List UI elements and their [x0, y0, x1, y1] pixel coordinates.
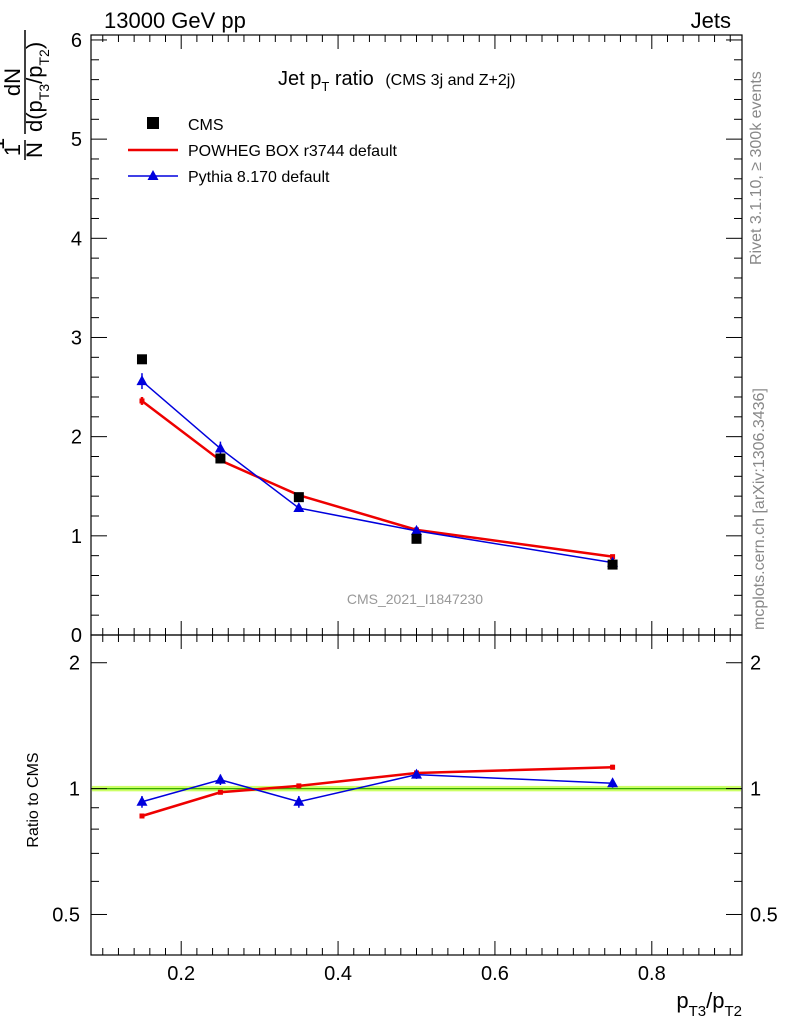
- x-axis-label: pT3/pT2: [676, 988, 742, 1020]
- ratio-powheg-point: [139, 813, 145, 819]
- main-plot: [136, 354, 619, 570]
- y-label-den: N: [22, 142, 47, 158]
- ratio-powheg-point: [217, 789, 223, 795]
- ratio-tick-label-left: 0.5: [52, 904, 80, 926]
- cms-point: [215, 453, 226, 464]
- ratio-tick-label-left: 2: [69, 653, 80, 675]
- x-tick-label: 0.8: [638, 963, 666, 985]
- x-tick-label: 0.2: [167, 963, 195, 985]
- cms-point: [411, 533, 422, 544]
- cms-point: [136, 354, 147, 365]
- ratio-powheg-point: [296, 783, 302, 789]
- ratio-pythia-point: [607, 777, 619, 788]
- ratio-pythia-point: [136, 795, 148, 806]
- y-tick-label: 5: [71, 129, 82, 151]
- ratio-tick-label-right: 2: [750, 653, 761, 675]
- axes: 0.2 0.4 0.6 0.8 0 1 2 3 4 5 6 0.5 0.5 1 1 2 2: [52, 30, 778, 985]
- title-sub: T: [321, 79, 329, 94]
- title-rest: ratio: [329, 68, 373, 90]
- pythia-point: [214, 442, 226, 453]
- legend-cms-marker: [147, 117, 159, 129]
- y-tick-label: 0: [71, 625, 82, 647]
- svg-text:1: 1: [0, 138, 9, 150]
- ratio-plot: [91, 764, 742, 819]
- powheg-line: [141, 399, 613, 558]
- x-tick-label: 0.6: [481, 963, 509, 985]
- y-label-num: 1: [0, 144, 25, 156]
- cms-point: [607, 559, 618, 570]
- ratio-tick-label-right: 0.5: [750, 904, 778, 926]
- y-axis-label: 1: [0, 138, 9, 150]
- y-label-one: 1: [0, 138, 9, 150]
- mcplots-label: mcplots.cern.ch [arXiv:1306.3436]: [751, 388, 768, 630]
- legend-pythia-label: Pythia 8.170 default: [188, 169, 330, 186]
- header-right: Jets: [691, 8, 731, 33]
- ratio-frame: [90, 634, 743, 956]
- legend-pythia-marker: [147, 170, 159, 180]
- watermark: CMS_2021_I1847230: [347, 591, 483, 607]
- ratio-tick-label-right: 1: [750, 779, 761, 801]
- ratio-y-label: Ratio to CMS: [25, 752, 42, 847]
- ratio-pythia-point: [214, 773, 226, 784]
- cms-point: [293, 492, 304, 503]
- ratio-powheg-line: [141, 765, 613, 818]
- svg-text:pT3/pT2: pT3/pT2: [676, 988, 742, 1020]
- pythia-point: [136, 375, 148, 386]
- pythia-point: [293, 502, 305, 513]
- title-paren: (CMS 3j and Z+2j): [385, 72, 515, 89]
- pythia-point: [411, 524, 422, 535]
- y-tick-label: 3: [71, 327, 82, 349]
- pythia-line: [141, 380, 613, 564]
- y-label-dn: dN: [0, 68, 25, 96]
- ratio-powheg-point: [610, 764, 616, 770]
- powheg-point: [139, 398, 145, 404]
- ratio-pythia-point: [411, 768, 422, 779]
- y-tick-label: 1: [71, 526, 82, 548]
- chart-title: Jet pT ratio (CMS 3j and Z+2j): [278, 68, 516, 94]
- title-main: Jet p: [278, 68, 321, 90]
- y-tick-label: 2: [71, 427, 82, 449]
- y-tick-label: 4: [71, 228, 82, 250]
- y-label-d: d(pT3/pT2): [22, 42, 52, 132]
- x-tick-label: 0.4: [324, 963, 352, 985]
- legend: CMS POWHEG BOX r3744 default Pythia 8.170 …: [128, 117, 398, 186]
- legend-cms-label: CMS: [188, 117, 224, 134]
- header-left: 13000 GeV pp: [104, 8, 246, 33]
- legend-powheg-label: POWHEG BOX r3744 default: [188, 143, 398, 160]
- ratio-pythia-point: [293, 795, 305, 806]
- y-tick-label: 6: [71, 30, 82, 52]
- svg-text:Jet pT ratio (CMS 3j and: Jet pT ratio (CMS 3j and Z+2j): [278, 68, 516, 94]
- rivet-label: Rivet 3.1.10, ≥ 300k events: [748, 71, 765, 265]
- ratio-tick-label-left: 1: [69, 779, 80, 801]
